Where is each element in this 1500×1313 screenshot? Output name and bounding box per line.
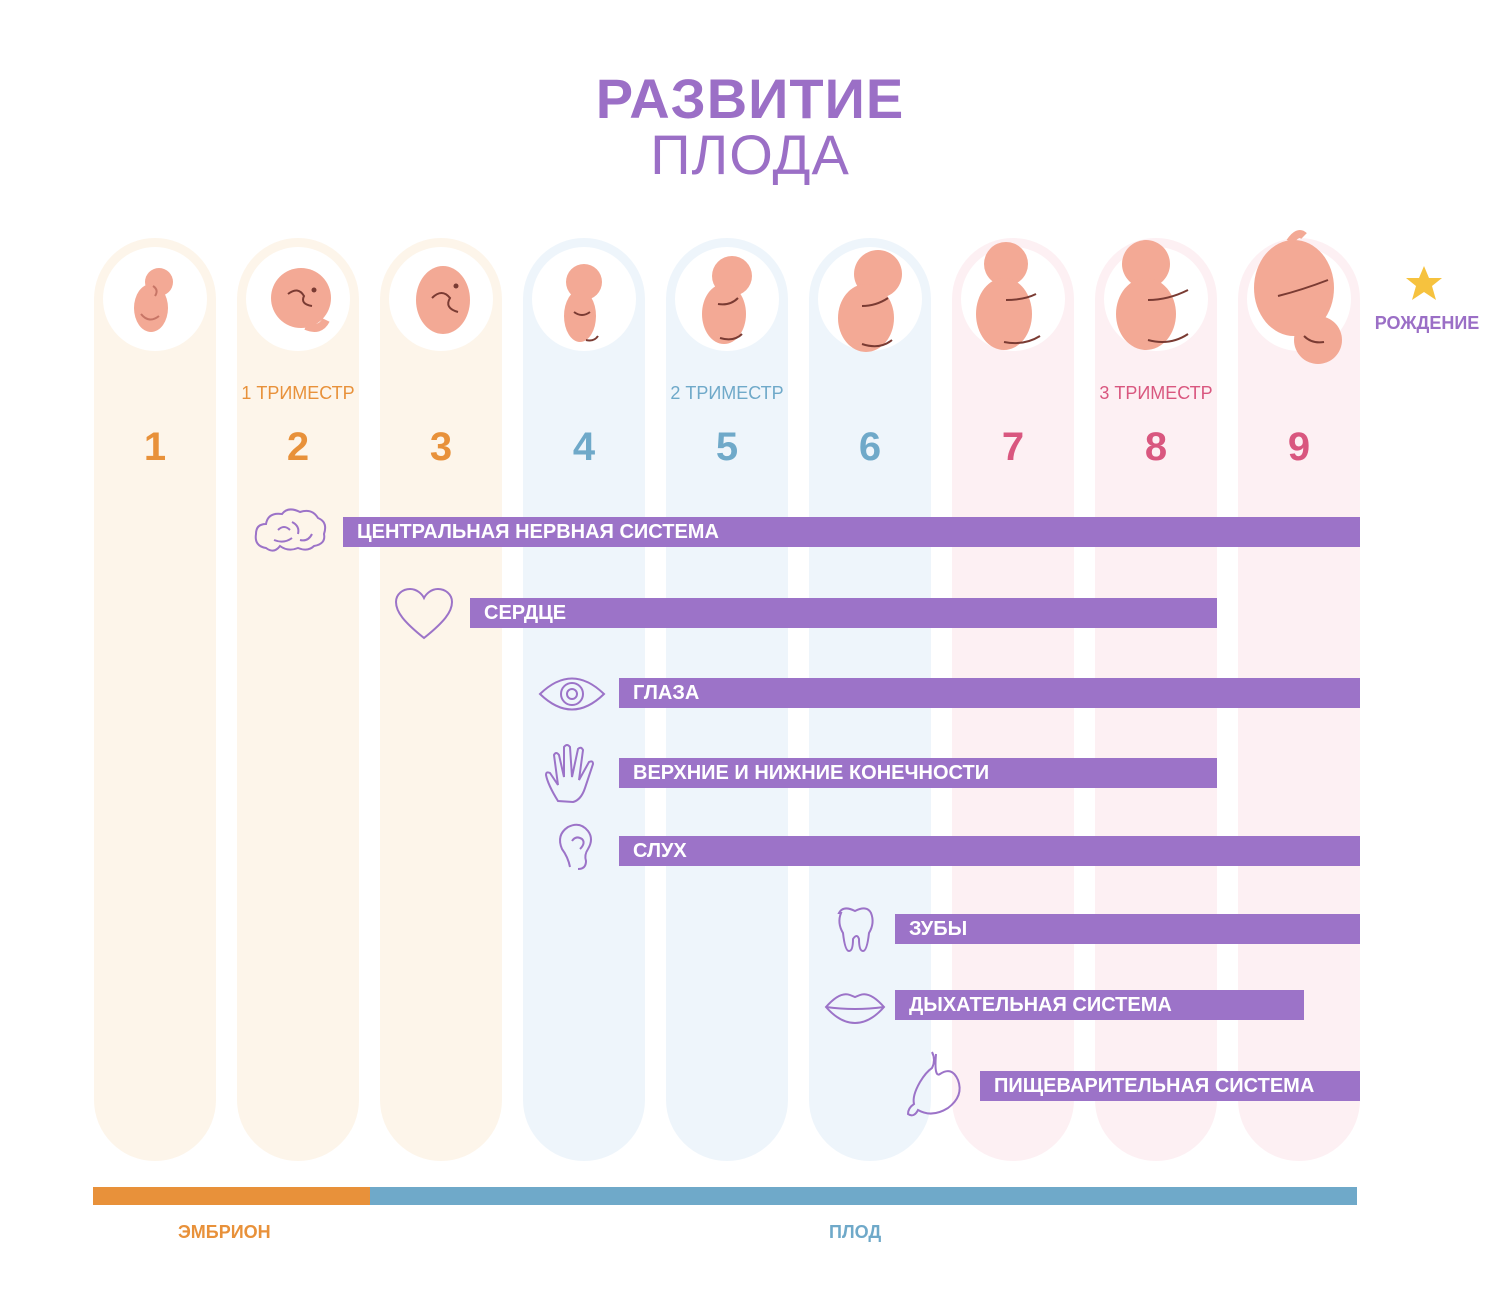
embryo-phase-bar (93, 1187, 370, 1205)
fetus-month-9-icon (1254, 230, 1342, 364)
month-number-7: 7 (1001, 425, 1025, 469)
fetus-month-5-icon (702, 256, 752, 344)
month-number-9: 9 (1287, 425, 1311, 469)
fetus-month-6-icon (838, 250, 902, 352)
heart-icon (394, 587, 454, 640)
month-number-6: 6 (858, 425, 882, 469)
organ-bar-respiratory: ДЫХАТЕЛЬНАЯ СИСТЕМА (895, 990, 1304, 1020)
hand-icon (544, 744, 595, 804)
birth-label: РОЖДЕНИЕ (1374, 313, 1480, 333)
month-number-3: 3 (429, 425, 453, 469)
fetus-phase-bar (370, 1187, 1357, 1205)
month-column-3 (380, 238, 502, 1161)
stomach-icon (906, 1051, 961, 1117)
month-number-1: 1 (143, 425, 167, 469)
month-number-2: 2 (286, 425, 310, 469)
eye-icon (538, 677, 606, 711)
organ-bar-limbs: ВЕРХНИЕ И НИЖНИЕ КОНЕЧНОСТИ (619, 758, 1217, 788)
fetus-month-7-icon (976, 242, 1041, 350)
month-column-1 (94, 238, 216, 1161)
star-icon (1406, 266, 1442, 300)
fetus-month-8-icon (1116, 240, 1189, 350)
embryo-month-2-icon (271, 268, 331, 332)
organ-bar-digestive: ПИЩЕВАРИТЕЛЬНАЯ СИСТЕМА (980, 1071, 1360, 1101)
tooth-icon (837, 907, 874, 953)
fetus-phase-label: ПЛОД (829, 1222, 882, 1242)
lips-icon (824, 993, 886, 1025)
title-line-1: РАЗВИТИЕ (595, 67, 905, 130)
trimester-2-label: 2 ТРИМЕСТР (670, 383, 784, 403)
embryo-month-1-icon (134, 268, 173, 332)
organ-bar-teeth: ЗУБЫ (895, 914, 1360, 944)
trimester-1-label: 1 ТРИМЕСТР (241, 383, 355, 403)
brain-icon (254, 508, 327, 552)
fetus-month-4-icon (564, 264, 602, 342)
month-number-8: 8 (1144, 425, 1168, 469)
month-number-4: 4 (572, 425, 596, 469)
month-column-2 (237, 238, 359, 1161)
organ-bar-eyes: ГЛАЗА (619, 678, 1360, 708)
ear-icon (559, 823, 592, 870)
embryo-month-3-icon (416, 266, 470, 334)
embryo-phase-label: ЭМБРИОН (178, 1222, 271, 1242)
organ-bar-cns: ЦЕНТРАЛЬНАЯ НЕРВНАЯ СИСТЕМА (343, 517, 1360, 547)
title-line-2: ПЛОДА (650, 123, 850, 186)
organ-bar-hearing: СЛУХ (619, 836, 1360, 866)
organ-bar-heart: СЕРДЦЕ (470, 598, 1217, 628)
month-number-5: 5 (715, 425, 739, 469)
trimester-3-label: 3 ТРИМЕСТР (1099, 383, 1213, 403)
